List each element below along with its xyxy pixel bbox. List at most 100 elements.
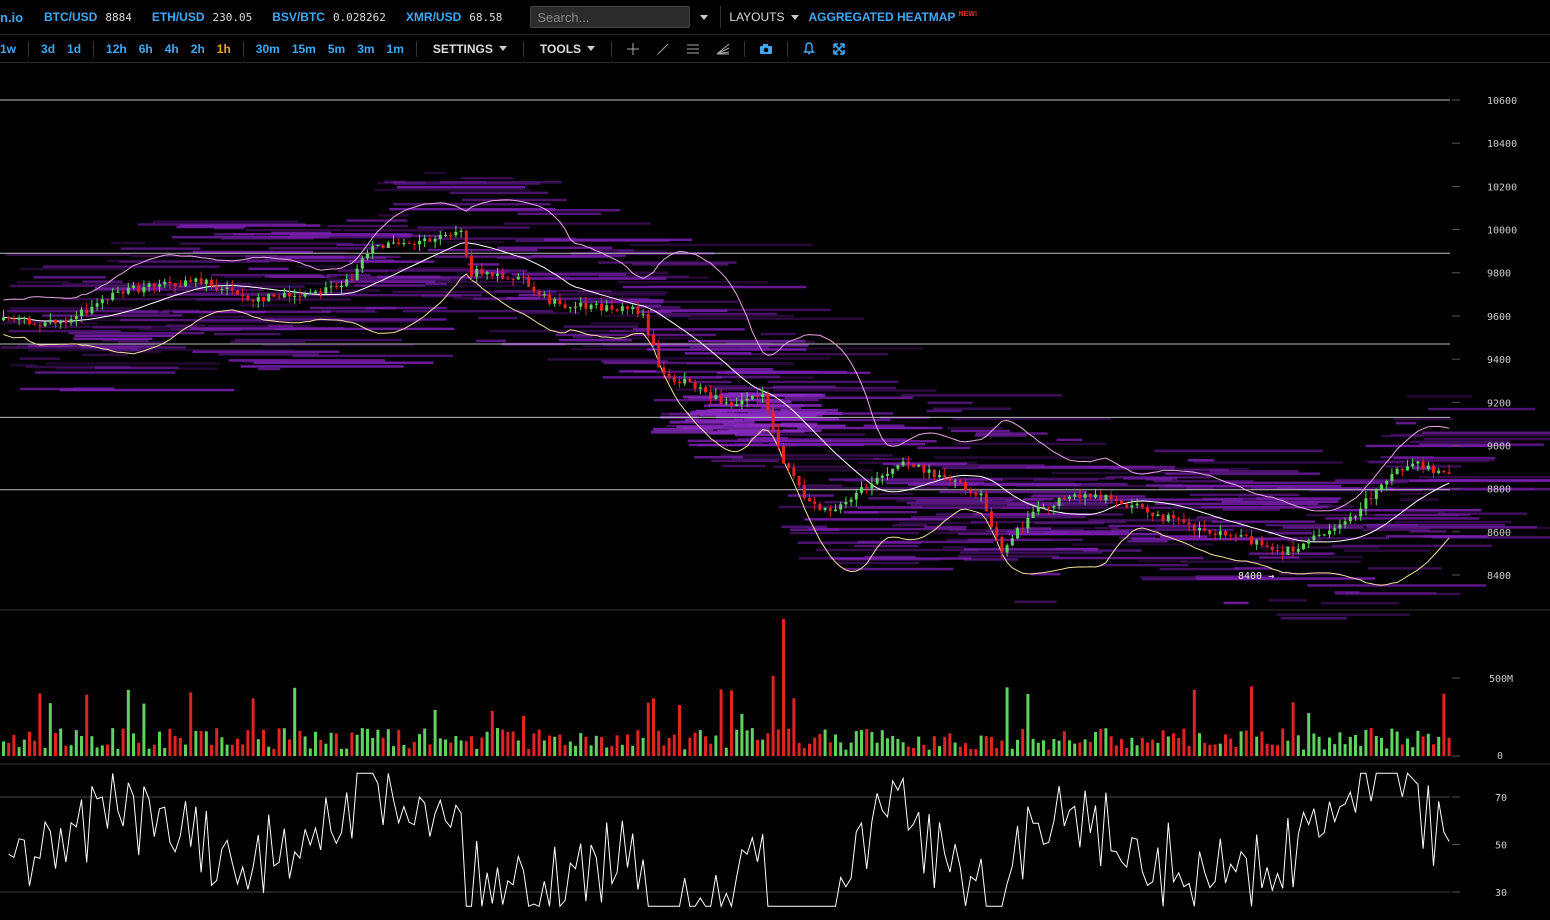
candle: [594, 303, 598, 305]
candle: [1296, 549, 1300, 552]
candle: [137, 285, 141, 293]
heatmap-bar: [784, 424, 846, 428]
fullscreen-icon[interactable]: [832, 42, 846, 56]
aggregated-heatmap-link[interactable]: AGGREGATED HEATMAP NEW!: [809, 10, 978, 24]
ticker-btc[interactable]: BTC/USD 8884: [44, 10, 132, 24]
ticker-price: 230.05: [212, 10, 253, 24]
timeframe-1w[interactable]: 1w: [0, 41, 17, 56]
timeframe-12h[interactable]: 12h: [106, 41, 127, 56]
camera-icon[interactable]: [759, 42, 773, 56]
heatmap-bar: [1309, 505, 1354, 508]
candle: [943, 475, 947, 478]
ticker-eth[interactable]: ETH/USD 230.05: [152, 10, 252, 24]
candle: [470, 255, 473, 277]
volume-bar: [527, 748, 531, 756]
heatmap-bar: [268, 324, 294, 328]
heatmap-bar: [377, 181, 425, 185]
timeframe-15m[interactable]: 15m: [291, 41, 316, 56]
timeframe-5m[interactable]: 5m: [327, 41, 346, 56]
timeframe-3d[interactable]: 3d: [41, 41, 56, 56]
candle: [241, 294, 245, 296]
search-input[interactable]: Search...: [530, 6, 691, 28]
heatmap-bar: [1089, 465, 1175, 469]
trendline-icon[interactable]: [656, 42, 670, 56]
candle: [584, 302, 588, 309]
heatmap-bar: [117, 341, 163, 344]
heatmap-bar: [349, 278, 467, 281]
candle: [1218, 531, 1222, 536]
heatmap-bar: [797, 541, 922, 544]
heatmap-bar: [234, 338, 403, 342]
heatmap-bar: [487, 271, 669, 275]
candle: [1354, 516, 1357, 518]
heatmap-bar: [1345, 591, 1437, 595]
timeframe-30m[interactable]: 30m: [255, 41, 280, 56]
logo[interactable]: n.io: [0, 9, 24, 25]
volume-bar: [303, 736, 307, 756]
volume-bar: [891, 735, 895, 756]
volume-bar: [1036, 742, 1040, 756]
bell-icon[interactable]: [802, 42, 816, 56]
heatmap-bar: [985, 529, 1029, 532]
heatmap-bar: [337, 269, 528, 272]
candle: [563, 304, 567, 309]
heatmap-bar: [1381, 434, 1424, 438]
volume-bar: [1073, 743, 1077, 756]
timeframe-4h[interactable]: 4h: [164, 41, 179, 56]
heatmap-bar: [901, 394, 1063, 397]
heatmap-bar: [165, 324, 206, 327]
ticker-bsv[interactable]: BSV/BTC 0.028262: [272, 10, 386, 24]
timeframe-3m[interactable]: 3m: [357, 41, 375, 56]
timeframe-1h[interactable]: 1h: [216, 41, 231, 56]
price-tick-label: 9400: [1487, 355, 1511, 366]
volume-bar: [340, 748, 343, 756]
volume-bar: [1406, 738, 1409, 756]
volume-bar: [1369, 728, 1373, 756]
volume-bar: [750, 728, 754, 756]
timeframe-2h[interactable]: 2h: [190, 41, 205, 56]
heatmap-bar: [111, 241, 146, 245]
timeframe-6h[interactable]: 6h: [138, 41, 153, 56]
fib-fan-icon[interactable]: [716, 42, 730, 56]
timeframe-1d[interactable]: 1d: [67, 41, 82, 56]
candle: [246, 295, 250, 300]
volume-bar: [792, 698, 796, 756]
volume-bar: [459, 740, 463, 756]
price-tick-label: 9000: [1487, 442, 1511, 453]
crosshair-icon[interactable]: [626, 42, 640, 56]
chart-area[interactable]: 10600 10400 10200 10000 9800 9600 9400 9200 9000…: [0, 63, 1550, 920]
candle: [979, 493, 983, 496]
layouts-menu[interactable]: LAYOUTS: [729, 10, 799, 24]
heatmap-bar: [906, 501, 1058, 505]
candle: [449, 235, 453, 236]
candle: [641, 313, 645, 315]
heatmap-bar: [1183, 469, 1229, 472]
volume-bar: [1426, 733, 1430, 756]
heatmap-bar: [1186, 487, 1214, 490]
horizontal-lines-icon[interactable]: [686, 42, 700, 56]
settings-menu[interactable]: SETTINGS: [433, 42, 507, 56]
heatmap-bar: [694, 456, 743, 459]
heatmap-bar: [1424, 437, 1550, 441]
volume-bar: [230, 744, 234, 756]
heatmap-bar: [0, 322, 99, 325]
ticker-xmr[interactable]: XMR/USD 68.58: [406, 10, 502, 24]
candle: [1244, 535, 1248, 537]
candle: [303, 293, 307, 297]
price-axis[interactable]: 10600 10400 10200 10000 9800 9600 9400 9200 9000…: [0, 96, 1550, 765]
rsi-tick-label: 50: [1495, 841, 1507, 852]
candle: [1005, 545, 1009, 553]
tools-menu[interactable]: TOOLS: [540, 42, 596, 56]
heatmap-bar: [1054, 501, 1114, 504]
heatmap-bar: [137, 223, 306, 226]
volume-bar: [1156, 742, 1160, 756]
timeframe-1m[interactable]: 1m: [386, 41, 404, 56]
heatmap-bar: [917, 446, 971, 450]
candle: [418, 240, 421, 245]
heatmap-bar: [781, 422, 818, 426]
heatmap-bar: [1320, 601, 1399, 605]
heatmap-bar: [68, 331, 205, 335]
search-dropdown-icon[interactable]: [696, 10, 709, 24]
volume-bar: [958, 746, 962, 756]
heatmap-bar: [417, 226, 530, 229]
